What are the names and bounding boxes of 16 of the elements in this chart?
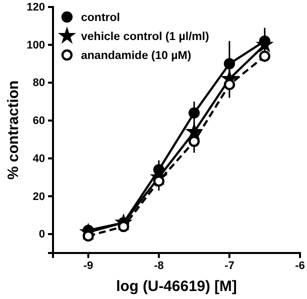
y-tick-label: 60 xyxy=(32,115,45,128)
x-tick-label: -8 xyxy=(154,260,164,272)
legend-label: anandamide (10 µM) xyxy=(81,50,192,62)
x-axis-title: log (U-46619) [M] xyxy=(116,278,237,295)
x-tick-label: -9 xyxy=(83,260,94,272)
y-axis-title: % contraction xyxy=(5,80,22,180)
y-tick-label: 100 xyxy=(26,39,45,52)
y-tick-label: 20 xyxy=(32,190,45,203)
y-tick-label: 0 xyxy=(38,228,45,241)
legend-label: control xyxy=(81,12,120,24)
y-tick-label: 120 xyxy=(26,2,45,14)
legend-label: vehicle control (1 µl/ml) xyxy=(81,31,210,43)
y-tick-label: 80 xyxy=(32,77,45,90)
y-tick-label: 40 xyxy=(32,152,45,165)
x-tick-label: -6 xyxy=(295,260,305,272)
x-tick-label: -7 xyxy=(224,260,234,272)
